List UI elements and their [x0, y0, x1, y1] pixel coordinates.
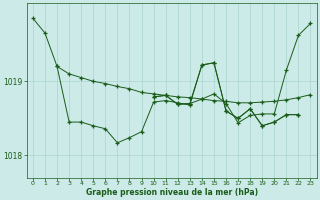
X-axis label: Graphe pression niveau de la mer (hPa): Graphe pression niveau de la mer (hPa) [86, 188, 258, 197]
